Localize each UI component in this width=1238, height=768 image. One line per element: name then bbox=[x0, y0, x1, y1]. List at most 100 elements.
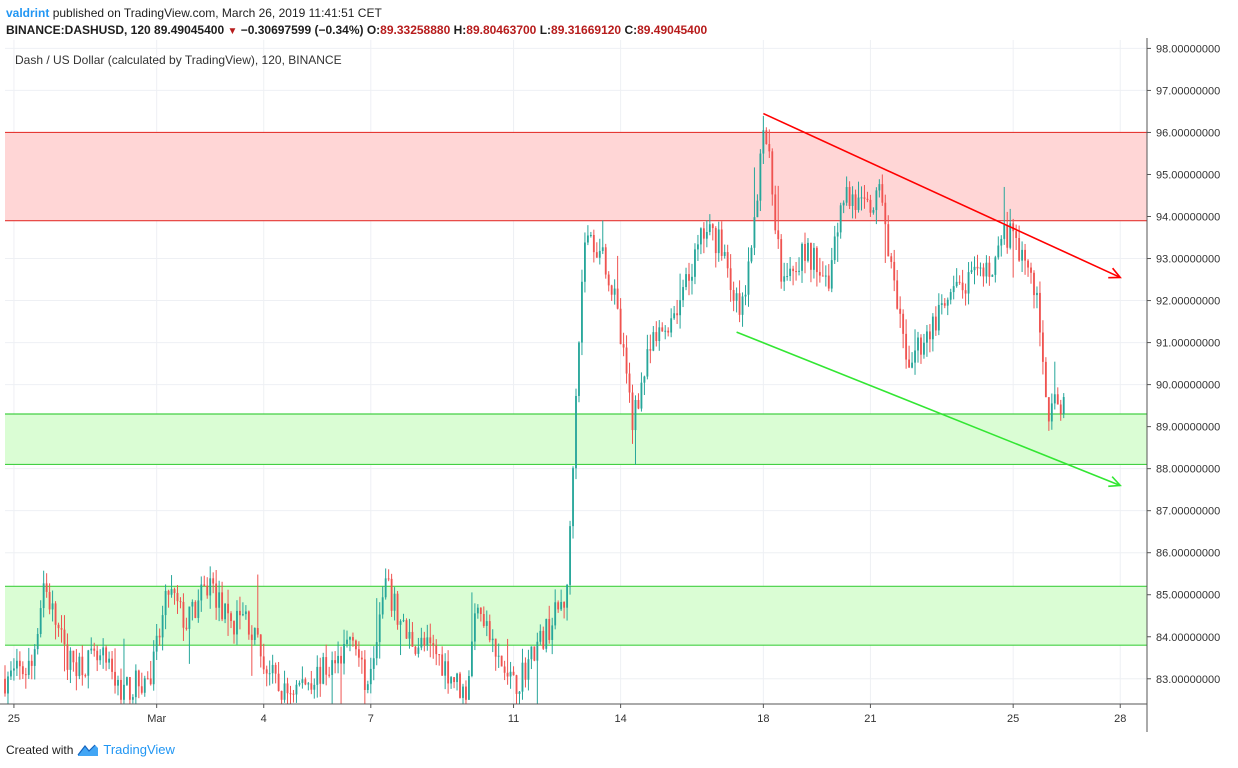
candle-body bbox=[702, 228, 705, 239]
candle-body bbox=[1056, 394, 1059, 405]
resistance-trendline bbox=[763, 112, 1121, 279]
candle-body bbox=[801, 243, 803, 271]
candle-body bbox=[236, 610, 238, 635]
time-tick-label: 25 bbox=[1007, 713, 1019, 725]
tradingview-brand[interactable]: TradingView bbox=[103, 742, 175, 757]
chart-title: Dash / US Dollar (calculated by TradingV… bbox=[15, 53, 342, 67]
candle-body bbox=[937, 304, 940, 331]
price-tick-label: 85.00000000 bbox=[1156, 590, 1220, 602]
candle-body bbox=[592, 234, 595, 253]
last-price: 89.49045400 bbox=[154, 23, 225, 37]
candle-body bbox=[21, 666, 24, 675]
candle-body bbox=[426, 637, 429, 646]
price-chart[interactable]: 83.00000000 84.00000000 85.00000000 86.0000… bbox=[0, 38, 1238, 738]
candle-body bbox=[399, 621, 402, 625]
candle-body bbox=[30, 660, 33, 666]
candle-body bbox=[548, 618, 551, 640]
candle-body bbox=[563, 601, 566, 608]
candle-body bbox=[661, 327, 664, 332]
candle-body bbox=[420, 637, 423, 648]
candle-body bbox=[146, 678, 149, 680]
candle-body bbox=[982, 267, 985, 277]
time-tick-label: 4 bbox=[261, 713, 267, 725]
candle-body bbox=[244, 611, 247, 615]
candle-body bbox=[774, 194, 777, 231]
price-tick-label: 89.00000000 bbox=[1156, 422, 1220, 434]
high-label: H: bbox=[453, 23, 467, 37]
candle-body bbox=[658, 327, 661, 342]
candle-body bbox=[670, 318, 673, 333]
candle-body bbox=[209, 578, 212, 596]
candle-body bbox=[765, 130, 768, 145]
candle-body bbox=[625, 347, 628, 374]
candle-body bbox=[1000, 238, 1003, 246]
open-value: 89.33258880 bbox=[380, 23, 451, 37]
candle-body bbox=[979, 267, 982, 269]
candle-body bbox=[771, 151, 774, 195]
candle-body bbox=[66, 644, 69, 670]
chart-header: valdrint published on TradingView.com, M… bbox=[6, 5, 707, 40]
candle-body bbox=[798, 270, 800, 272]
candle-body bbox=[126, 677, 128, 685]
candle-body bbox=[640, 382, 643, 409]
candle-body bbox=[792, 268, 795, 272]
candle-body bbox=[90, 648, 93, 651]
candle-body bbox=[928, 331, 931, 340]
trendlines bbox=[736, 112, 1122, 488]
candle-body bbox=[444, 661, 447, 676]
candle-body bbox=[247, 611, 250, 635]
candle-body bbox=[515, 675, 518, 694]
candle-body bbox=[230, 613, 232, 622]
candle-body bbox=[87, 650, 90, 676]
candle-body bbox=[1018, 238, 1021, 261]
candle-body bbox=[521, 662, 524, 692]
candle-body bbox=[569, 526, 571, 585]
candle-body bbox=[589, 234, 592, 236]
candle-body bbox=[738, 293, 741, 315]
candle-body bbox=[789, 268, 792, 277]
symbol-line: BINANCE:DASHUSD, 120 bbox=[6, 23, 151, 37]
candle-body bbox=[131, 697, 134, 700]
candle-body bbox=[679, 300, 682, 316]
candle-body bbox=[551, 625, 554, 640]
candle-body bbox=[102, 647, 105, 656]
price-tick-label: 92.00000000 bbox=[1156, 296, 1220, 308]
candle-body bbox=[961, 282, 964, 291]
candle-body bbox=[958, 281, 961, 283]
candle-body bbox=[33, 649, 36, 666]
candle-body bbox=[1012, 223, 1015, 232]
candle-body bbox=[408, 631, 411, 639]
candle-body bbox=[185, 627, 188, 629]
candle-body bbox=[893, 261, 896, 281]
candle-body bbox=[1044, 361, 1047, 398]
candle-body bbox=[319, 666, 322, 684]
candle-body bbox=[155, 635, 158, 652]
close-value: 89.49045400 bbox=[637, 23, 708, 37]
candle-body bbox=[685, 274, 687, 288]
candle-body bbox=[518, 691, 521, 694]
candle-body bbox=[372, 658, 375, 669]
candle-body bbox=[301, 679, 304, 683]
candle-body bbox=[854, 194, 857, 210]
candle-body bbox=[613, 288, 616, 295]
candle-body bbox=[836, 232, 839, 237]
candle-body bbox=[533, 646, 536, 661]
candle-body bbox=[60, 628, 63, 630]
candle-body bbox=[581, 281, 583, 343]
candle-body bbox=[991, 274, 994, 277]
candle-body bbox=[173, 589, 176, 593]
candle-body bbox=[1047, 397, 1050, 422]
candle-body bbox=[203, 584, 206, 586]
candle-body bbox=[167, 590, 170, 595]
candle-body bbox=[387, 578, 390, 580]
candle-body bbox=[93, 648, 96, 651]
candle-body bbox=[265, 669, 268, 674]
candle-body bbox=[598, 250, 601, 258]
candle-body bbox=[545, 618, 548, 649]
candle-body bbox=[539, 630, 542, 642]
publisher-name[interactable]: valdrint bbox=[6, 6, 50, 20]
candle-body bbox=[313, 684, 316, 690]
candle-body bbox=[227, 603, 229, 614]
candle-body bbox=[931, 316, 934, 340]
candle-body bbox=[512, 671, 515, 676]
